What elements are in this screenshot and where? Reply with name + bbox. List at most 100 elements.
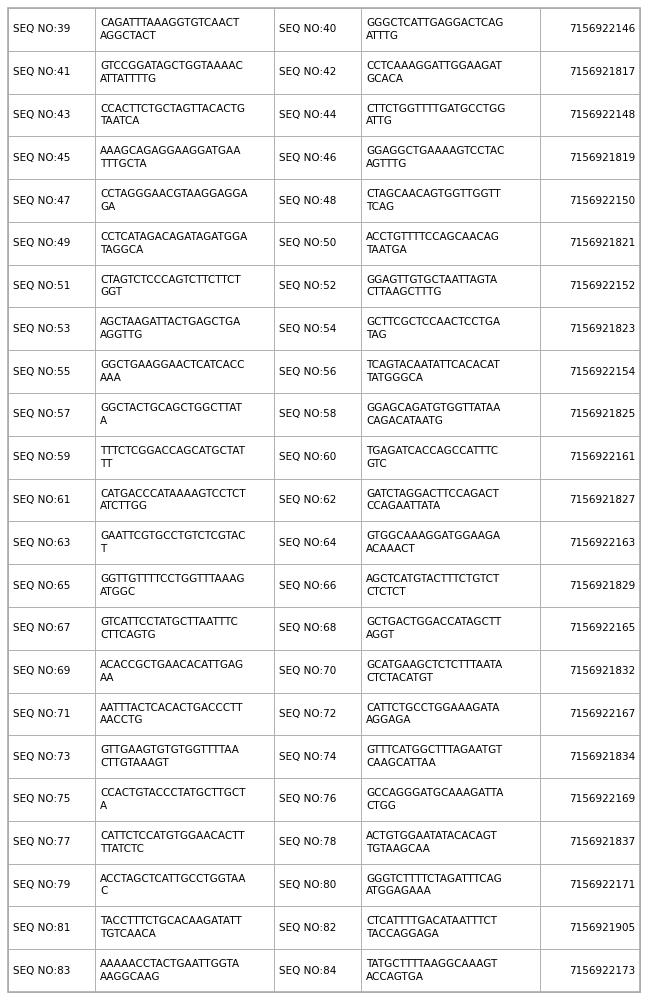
Text: SEQ NO:54: SEQ NO:54 [279,324,336,334]
Bar [95,735,274,778]
Text: SEQ NO:46: SEQ NO:46 [279,153,336,163]
Bar [274,821,361,864]
Bar [95,265,274,307]
Text: CATTCTCCATGTGGAACACTT
TTATCTC: CATTCTCCATGTGGAACACTT TTATCTC [100,831,245,854]
Bar [540,906,640,949]
Bar [540,51,640,94]
Bar [274,307,361,350]
Bar [274,136,361,179]
Text: SEQ NO:81: SEQ NO:81 [13,923,71,933]
Text: AGCTCATGTACTTTCTGTCT
CTCTCT: AGCTCATGTACTTTCTGTCT CTCTCT [366,574,500,597]
Text: SEQ NO:80: SEQ NO:80 [279,880,336,890]
Bar [95,51,274,94]
Bar [361,265,540,307]
Bar [361,650,540,693]
Text: SEQ NO:42: SEQ NO:42 [279,67,336,77]
Bar [274,350,361,393]
Text: CTAGCAACAGTGGTTGGTT
TCAG: CTAGCAACAGTGGTTGGTT TCAG [366,189,501,212]
Text: SEQ NO:59: SEQ NO:59 [13,452,71,462]
Text: GCCAGGGATGCAAAGATTA
CTGG: GCCAGGGATGCAAAGATTA CTGG [366,788,503,811]
Text: 7156921819: 7156921819 [569,153,635,163]
Bar [95,864,274,906]
Bar [361,307,540,350]
Text: SEQ NO:68: SEQ NO:68 [279,623,336,633]
Bar [540,864,640,906]
Text: 7156922165: 7156922165 [569,623,635,633]
Bar [540,265,640,307]
Text: SEQ NO:73: SEQ NO:73 [13,752,71,762]
Bar [540,393,640,436]
Text: SEQ NO:65: SEQ NO:65 [13,581,71,591]
Text: GTCATTCCTATGCTTAATTTC
CTTCAGTG: GTCATTCCTATGCTTAATTTC CTTCAGTG [100,617,238,640]
Bar [361,521,540,564]
Text: 7156921821: 7156921821 [569,238,635,248]
Bar [95,906,274,949]
Text: GATCTAGGACTTCCAGACT
CCAGAATTATA: GATCTAGGACTTCCAGACT CCAGAATTATA [366,489,499,511]
Bar [95,436,274,479]
Text: GGAGCAGATGTGGTTATAA
CAGACATAATG: GGAGCAGATGTGGTTATAA CAGACATAATG [366,403,501,426]
Text: SEQ NO:76: SEQ NO:76 [279,794,336,804]
Text: SEQ NO:79: SEQ NO:79 [13,880,71,890]
Text: 7156922163: 7156922163 [569,538,635,548]
Bar [95,693,274,735]
Text: TGAGATCACCAGCCATTTC
GTC: TGAGATCACCAGCCATTTC GTC [366,446,498,469]
Text: GCTGACTGGACCATAGCTT
AGGT: GCTGACTGGACCATAGCTT AGGT [366,617,502,640]
Bar [361,393,540,436]
Text: SEQ NO:75: SEQ NO:75 [13,794,71,804]
Text: SEQ NO:57: SEQ NO:57 [13,409,71,419]
Bar [361,607,540,650]
Text: 7156921827: 7156921827 [569,495,635,505]
Text: TACCTTTCTGCACAAGATATT
TGTCAACA: TACCTTTCTGCACAAGATATT TGTCAACA [100,916,242,939]
Bar [274,479,361,521]
Text: 7156922152: 7156922152 [569,281,635,291]
Text: ACTGTGGAATATACACAGT
TGTAAGCAA: ACTGTGGAATATACACAGT TGTAAGCAA [366,831,498,854]
Text: SEQ NO:50: SEQ NO:50 [279,238,336,248]
Text: SEQ NO:64: SEQ NO:64 [279,538,336,548]
Bar [540,778,640,821]
Text: TCAGTACAATATTCACACAT
TATGGGCA: TCAGTACAATATTCACACAT TATGGGCA [366,360,500,383]
Text: SEQ NO:45: SEQ NO:45 [13,153,71,163]
Bar [361,479,540,521]
Text: 7156922167: 7156922167 [569,709,635,719]
Bar [361,735,540,778]
Bar [361,693,540,735]
Bar [361,949,540,992]
Bar [274,265,361,307]
Text: 7156921829: 7156921829 [569,581,635,591]
Text: 7156922161: 7156922161 [569,452,635,462]
Text: 7156921823: 7156921823 [569,324,635,334]
Text: CATTCTGCCTGGAAAGATA
AGGAGA: CATTCTGCCTGGAAAGATA AGGAGA [366,703,500,725]
Text: SEQ NO:44: SEQ NO:44 [279,110,336,120]
Bar [95,393,274,436]
Bar [540,949,640,992]
Bar [274,778,361,821]
Text: SEQ NO:84: SEQ NO:84 [279,966,336,976]
Bar [95,949,274,992]
Bar [8,521,95,564]
Bar [274,94,361,136]
Text: CTTCTGGTTTTGATGCCTGG
ATTG: CTTCTGGTTTTGATGCCTGG ATTG [366,104,505,126]
Text: 7156921834: 7156921834 [569,752,635,762]
Bar [361,51,540,94]
Bar [8,222,95,265]
Bar [274,8,361,51]
Bar [361,222,540,265]
Text: GTCCGGATAGCTGGTAAAAC
ATTATTTTG: GTCCGGATAGCTGGTAAAAC ATTATTTTG [100,61,243,84]
Text: ACCTAGCTCATTGCCTGGTAA
C: ACCTAGCTCATTGCCTGGTAA C [100,874,247,896]
Text: SEQ NO:48: SEQ NO:48 [279,196,336,206]
Bar [274,607,361,650]
Bar [361,778,540,821]
Text: SEQ NO:63: SEQ NO:63 [13,538,71,548]
Bar [361,136,540,179]
Bar [95,821,274,864]
Bar [8,564,95,607]
Text: GGAGGCTGAAAAGTCCTAC
AGTTTG: GGAGGCTGAAAAGTCCTAC AGTTTG [366,146,505,169]
Text: CTCATTTTGACATAATTTCT
TACCAGGAGA: CTCATTTTGACATAATTTCT TACCAGGAGA [366,916,497,939]
Text: SEQ NO:82: SEQ NO:82 [279,923,336,933]
Bar [8,479,95,521]
Bar [274,436,361,479]
Text: 7156922171: 7156922171 [569,880,635,890]
Text: SEQ NO:58: SEQ NO:58 [279,409,336,419]
Bar [540,94,640,136]
Bar [8,51,95,94]
